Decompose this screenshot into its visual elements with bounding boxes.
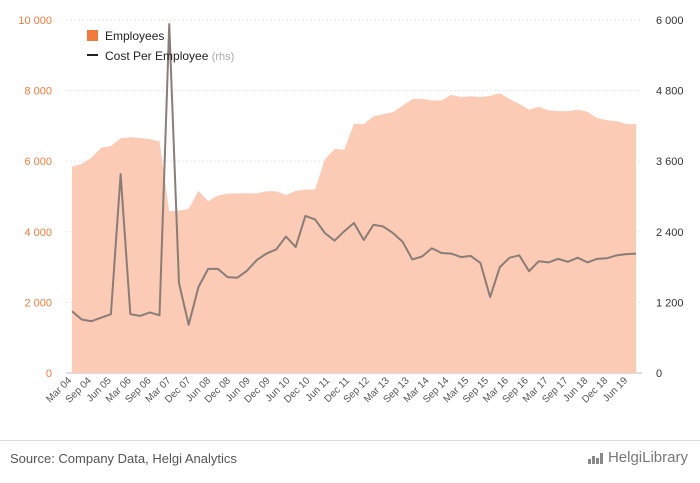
right-tick-label: 4 800: [656, 86, 684, 98]
left-tick-label: 4 000: [24, 227, 52, 239]
legend-swatch-employees: [87, 30, 98, 41]
left-tick-label: 8 000: [24, 86, 52, 98]
right-tick-label: 2 400: [656, 227, 684, 239]
left-tick-label: 10 000: [18, 15, 52, 27]
brand-name: HelgiLibrary: [607, 449, 688, 466]
cost-per-employee-line-layer: [71, 23, 637, 326]
employees-area-layer: [72, 93, 636, 374]
source-note: Source: Company Data, Helgi Analytics: [10, 451, 237, 466]
footer-divider: [0, 440, 700, 441]
right-tick-label: 0: [656, 368, 662, 380]
legend-label-employees: Employees: [105, 29, 164, 43]
cost-per-employee-line: [71, 23, 637, 326]
brand-logo: HelgiLibrary: [587, 449, 688, 466]
right-axis-ticks: 0 1 200 2 400 3 600 4 800 6 000: [656, 15, 684, 380]
bar-chart-icon: [587, 452, 604, 464]
right-tick-label: 6 000: [656, 15, 684, 27]
left-tick-label: 0: [46, 368, 52, 380]
left-tick-label: 2 000: [24, 297, 52, 309]
right-tick-label: 1 200: [656, 297, 684, 309]
right-tick-label: 3 600: [656, 156, 684, 168]
employees-area: [72, 93, 636, 374]
legend-unit-rhs: (rhs): [212, 51, 235, 63]
left-tick-label: 6 000: [24, 156, 52, 168]
legend: Employees Cost Per Employee (rhs): [87, 29, 234, 63]
left-axis-ticks: 0 2 000 4 000 6 000 8 000 10 000: [18, 15, 52, 380]
legend-label-cost: Cost Per Employee (rhs): [105, 49, 234, 63]
